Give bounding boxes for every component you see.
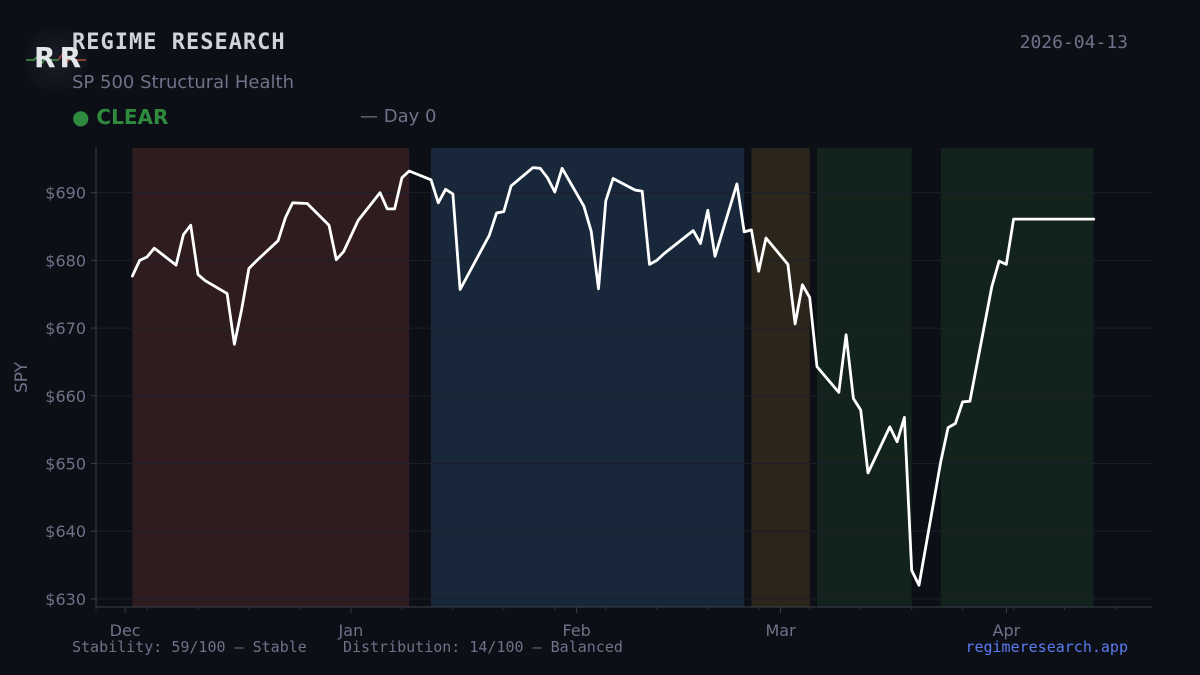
regime-band: [431, 148, 745, 607]
logo-wave-icon: [26, 53, 86, 65]
brand-title: REGIME RESEARCH: [72, 30, 286, 55]
y-tick-label: $690: [45, 184, 86, 203]
price-series: [130, 166, 1096, 587]
grid-lines: [96, 192, 1152, 600]
distribution-metric: Distribution: 14/100 — Balanced: [342, 638, 623, 656]
report-date: 2026-04-13: [1019, 32, 1128, 53]
x-tick-label: Jan: [338, 621, 364, 640]
stability-metric: Stability: 59/100 — Stable: [72, 638, 307, 656]
logo-monogram: RR: [34, 41, 86, 74]
y-tick-label: $630: [45, 590, 86, 609]
page-subtitle: SP 500 Structural Health: [72, 72, 294, 93]
footer-metrics: Stability: 59/100 — Stable Distribution:…: [72, 638, 623, 656]
x-tick-label: Mar: [765, 621, 796, 640]
y-tick-label: $640: [45, 522, 86, 541]
y-tick-label: $650: [45, 454, 86, 473]
regime-band: [751, 148, 810, 607]
regime-band: [132, 148, 410, 607]
regime-bands: [132, 148, 1094, 607]
regime-band: [940, 148, 1094, 607]
x-tick-label: Apr: [993, 621, 1021, 640]
x-tick-label: Feb: [562, 621, 590, 640]
regime-day-counter: — Day 0: [360, 106, 437, 127]
regime-band: [816, 148, 912, 607]
axes: $630 $640 $650 $660 $670 $680 $690 Dec Jan Feb Mar…: [12, 148, 1152, 640]
y-tick-label: $670: [45, 319, 86, 338]
logo: RR: [24, 28, 88, 92]
website-link[interactable]: regimeresearch.app: [965, 638, 1128, 656]
spy-price-line: [130, 166, 1096, 587]
regime-status-badge: ● CLEAR: [72, 105, 169, 129]
y-tick-label: $680: [45, 251, 86, 270]
y-tick-label: $660: [45, 387, 86, 406]
x-tick-label: Dec: [110, 621, 141, 640]
y-axis-label: SPY: [12, 361, 32, 393]
